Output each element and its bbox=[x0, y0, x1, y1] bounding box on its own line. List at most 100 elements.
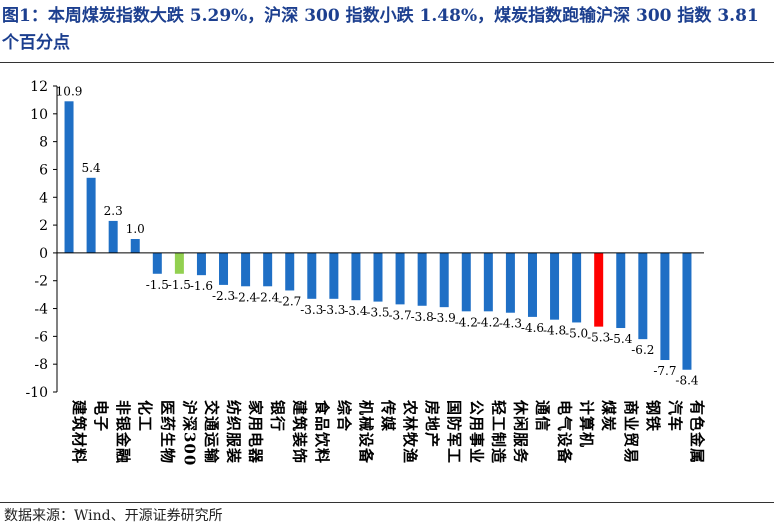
data-label: -4.8 bbox=[543, 324, 566, 338]
category-label: 汽车 bbox=[666, 400, 684, 432]
category-label: 银行 bbox=[269, 400, 287, 432]
x-axis: 建筑材料 电子 非银金融 化工 医药生物 沪深300 交通运输 纺织服装 家用电器 银行 建筑装饰食… bbox=[57, 252, 706, 466]
category-label: 公用事业 bbox=[467, 400, 485, 464]
data-label: 10.9 bbox=[56, 84, 83, 98]
bar bbox=[439, 252, 449, 308]
bar bbox=[219, 252, 229, 285]
bar bbox=[594, 252, 604, 327]
category-label: 家用电器 bbox=[247, 400, 265, 464]
bar bbox=[638, 252, 648, 340]
bar bbox=[263, 252, 273, 287]
bar bbox=[152, 252, 162, 274]
bar bbox=[572, 252, 582, 323]
data-label: -2.7 bbox=[278, 294, 301, 308]
bar bbox=[351, 252, 361, 301]
y-tick-label: -8 bbox=[34, 357, 48, 373]
category-label: 有色金属 bbox=[688, 400, 706, 464]
category-label: 通信 bbox=[533, 400, 551, 432]
data-label: -3.5 bbox=[366, 306, 389, 320]
bar bbox=[395, 252, 405, 305]
data-label: -6.2 bbox=[631, 343, 654, 357]
title-divider bbox=[0, 62, 774, 63]
data-label: -4.2 bbox=[477, 315, 500, 329]
data-label: -3.3 bbox=[322, 303, 345, 317]
bar bbox=[373, 252, 383, 302]
bar bbox=[174, 252, 184, 274]
data-label: 5.4 bbox=[82, 161, 101, 175]
bar bbox=[527, 252, 537, 317]
bar bbox=[461, 252, 471, 312]
bar bbox=[505, 252, 515, 313]
chart-title: 图1：本周煤炭指数大跌 5.29%，沪深 300 指数小跌 1.48%，煤炭指数… bbox=[2, 6, 759, 53]
category-label: 电子 bbox=[92, 400, 110, 432]
bar bbox=[550, 252, 560, 320]
category-label: 非银金融 bbox=[114, 400, 132, 464]
category-label: 轻工制造 bbox=[489, 400, 507, 464]
bar bbox=[682, 252, 692, 370]
data-label: -1.5 bbox=[146, 278, 169, 292]
data-label: -3.3 bbox=[300, 303, 323, 317]
bar bbox=[483, 252, 493, 312]
data-label: 1.0 bbox=[126, 222, 145, 236]
bar bbox=[307, 252, 317, 299]
y-tick-label: -10 bbox=[25, 385, 48, 401]
data-label: -4.3 bbox=[499, 317, 522, 331]
category-label: 商业贸易 bbox=[622, 400, 640, 464]
data-label: -4.2 bbox=[455, 315, 478, 329]
bar bbox=[241, 252, 251, 287]
y-tick-label: 2 bbox=[39, 218, 48, 234]
category-label: 传媒 bbox=[379, 399, 397, 432]
category-label: 纺织服装 bbox=[225, 400, 243, 464]
data-label: -5.4 bbox=[609, 332, 633, 346]
bar bbox=[660, 252, 670, 361]
y-tick-label: 6 bbox=[39, 162, 48, 178]
category-label: 农林牧渔 bbox=[401, 399, 419, 464]
y-tick-label: 0 bbox=[39, 246, 48, 262]
y-tick-label: -4 bbox=[34, 302, 48, 318]
category-label: 国防军工 bbox=[445, 400, 463, 464]
source-note: 数据来源：Wind、开源证券研究所 bbox=[4, 508, 223, 524]
data-label: 2.3 bbox=[104, 204, 123, 218]
y-tick-label: 10 bbox=[30, 107, 48, 123]
bar bbox=[130, 239, 140, 253]
source-divider bbox=[0, 502, 774, 503]
data-labels: 10.95.42.31.0-1.5-1.5-1.6-2.3-2.4-2.4-2.… bbox=[56, 84, 699, 387]
data-label: -7.7 bbox=[653, 364, 676, 378]
bar bbox=[64, 101, 74, 253]
data-label: -1.5 bbox=[168, 278, 191, 292]
y-tick-label: -6 bbox=[34, 329, 48, 345]
data-label: -3.9 bbox=[433, 311, 456, 325]
bar bbox=[196, 252, 206, 276]
data-label: -3.8 bbox=[411, 310, 434, 324]
category-label: 沪深300 bbox=[180, 400, 198, 466]
bar bbox=[417, 252, 427, 306]
category-label: 交通运输 bbox=[202, 400, 220, 464]
category-label: 机械设备 bbox=[357, 400, 375, 464]
category-label: 医药生物 bbox=[158, 400, 176, 464]
y-axis: -10 -8 -6 -4 -2 0 2 4 6 8 10 12 bbox=[25, 79, 58, 401]
data-label: -5.3 bbox=[587, 331, 610, 345]
data-label: -2.4 bbox=[256, 290, 280, 304]
y-tick-label: 8 bbox=[39, 135, 48, 151]
category-label: 电气设备 bbox=[556, 400, 574, 464]
y-tick-label: -2 bbox=[34, 274, 48, 290]
data-label: -1.6 bbox=[190, 279, 213, 293]
bar bbox=[329, 252, 339, 299]
data-label: -5.0 bbox=[565, 326, 588, 340]
category-label: 食品饮料 bbox=[313, 400, 331, 464]
category-label: 建筑装饰 bbox=[291, 400, 309, 464]
data-label: -8.4 bbox=[675, 374, 699, 388]
bar bbox=[616, 252, 626, 329]
category-label: 建筑材料 bbox=[70, 400, 88, 464]
bar bbox=[285, 252, 295, 291]
bar bbox=[108, 220, 118, 253]
category-label: 休闲服务 bbox=[511, 399, 529, 464]
category-label: 化工 bbox=[136, 400, 154, 432]
data-label: -4.6 bbox=[521, 321, 544, 335]
category-label: 房地产 bbox=[423, 400, 441, 448]
data-label: -2.4 bbox=[234, 290, 258, 304]
data-label: -3.4 bbox=[344, 304, 368, 318]
data-label: -3.7 bbox=[388, 308, 411, 322]
data-label: -2.3 bbox=[212, 289, 235, 303]
